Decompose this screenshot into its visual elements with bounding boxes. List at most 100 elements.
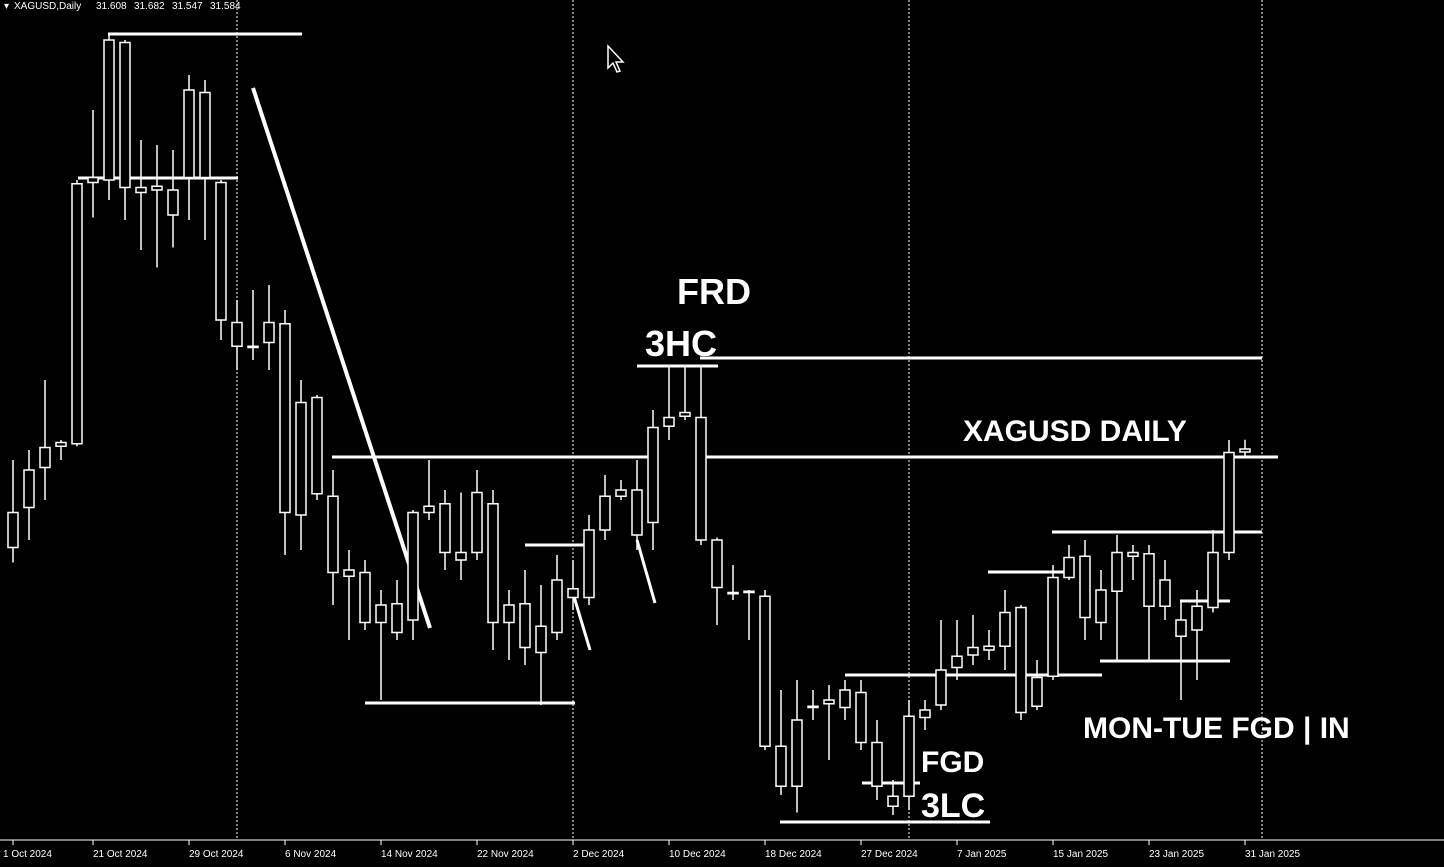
candle-body <box>135 186 147 194</box>
x-tick-label: 31 Jan 2025 <box>1245 849 1300 860</box>
x-tick-label: 6 Nov 2024 <box>285 849 337 860</box>
candle-body <box>999 611 1011 647</box>
candle-body <box>471 491 483 554</box>
candle-body <box>535 625 547 654</box>
candle-body <box>1175 619 1187 637</box>
candle-body <box>871 741 883 787</box>
candle-body <box>7 511 19 549</box>
x-tick-label: 14 Nov 2024 <box>381 849 438 860</box>
candle-body <box>935 669 947 706</box>
candle-body <box>55 441 67 447</box>
candle-body <box>295 401 307 516</box>
candle-body <box>1207 551 1219 609</box>
candle-body <box>1031 676 1043 707</box>
candle-body <box>903 715 915 797</box>
candle-body <box>695 416 707 541</box>
candle-body <box>423 505 435 514</box>
dropdown-icon[interactable]: ▾ <box>4 1 9 12</box>
candle-body <box>919 709 931 719</box>
candle-body <box>279 323 291 514</box>
x-tick-label: 10 Dec 2024 <box>669 849 726 860</box>
candle-body <box>327 495 339 574</box>
candle-body <box>407 511 419 621</box>
x-tick-label: 1 Oct 2024 <box>3 849 52 860</box>
x-tick-label: 22 Nov 2024 <box>477 849 534 860</box>
candle-body <box>199 91 211 179</box>
candle-body <box>839 689 851 709</box>
candle-body <box>583 529 595 599</box>
candle-body <box>263 321 275 344</box>
candle-body <box>599 495 611 531</box>
candle-body <box>375 604 387 624</box>
x-axis-labels: 1 Oct 2024 21 Oct 2024 29 Oct 2024 6 Nov 20… <box>3 840 1300 860</box>
readout-high: 31.682 <box>134 1 165 12</box>
candle-body <box>519 603 531 649</box>
candle-body <box>103 39 115 181</box>
readout-open: 31.608 <box>96 1 127 12</box>
candle-body <box>967 646 979 656</box>
candle-body <box>983 645 995 651</box>
candle-body <box>1063 556 1075 579</box>
candle-body <box>743 590 755 594</box>
candle-body <box>887 795 899 807</box>
candle-body <box>439 503 451 554</box>
x-tick-label: 29 Oct 2024 <box>189 849 244 860</box>
candle-body <box>1143 553 1155 607</box>
trend-line <box>635 539 657 604</box>
annotations: FRD 3HC XAGUSD DAILY MON-TUE FGD | IN FG… <box>645 271 1351 826</box>
candle-body <box>71 183 83 445</box>
candle-body <box>727 591 739 595</box>
candle-body <box>391 603 403 634</box>
candle-body <box>855 691 867 744</box>
annotation: FGD <box>921 746 984 779</box>
candle-body <box>1095 589 1107 624</box>
x-tick-label: 23 Jan 2025 <box>1149 849 1204 860</box>
candle-body <box>551 579 563 634</box>
candle-body <box>231 321 243 347</box>
x-tick-label: 21 Oct 2024 <box>93 849 148 860</box>
candle-body <box>1159 579 1171 607</box>
candle-body <box>807 705 819 709</box>
readout-close: 31.584 <box>210 1 241 12</box>
candle-body <box>1047 576 1059 677</box>
candle-body <box>1191 605 1203 631</box>
candle-body <box>1127 551 1139 557</box>
candle-body <box>647 426 659 524</box>
candle-body <box>23 469 35 509</box>
candle-body <box>567 588 579 599</box>
mouse-cursor <box>607 44 625 73</box>
candle-body <box>823 699 835 705</box>
candle-body <box>1239 448 1251 453</box>
candle-body <box>455 551 467 561</box>
x-tick-label: 18 Dec 2024 <box>765 849 822 860</box>
separators <box>236 0 1263 840</box>
candle-body <box>215 181 227 321</box>
candle-body <box>151 185 163 191</box>
candle-body <box>775 745 787 787</box>
candle-body <box>1111 551 1123 592</box>
annotation: 3HC <box>645 323 717 364</box>
x-tick-label: 27 Dec 2024 <box>861 849 918 860</box>
x-tick-label: 15 Jan 2025 <box>1053 849 1108 860</box>
candle-body <box>951 655 963 669</box>
candle-body <box>711 539 723 589</box>
annotation: 3LC <box>921 787 985 825</box>
candle-body <box>663 416 675 427</box>
candle-body <box>503 604 515 624</box>
candle-body <box>39 446 51 469</box>
annotation: XAGUSD DAILY <box>963 415 1187 448</box>
candle-body <box>1015 606 1027 714</box>
candle-body <box>247 345 259 349</box>
candle-body <box>791 719 803 787</box>
x-tick-label: 2 Dec 2024 <box>573 849 625 860</box>
candle-body <box>359 571 371 624</box>
candles <box>7 35 1251 815</box>
annotation: FRD <box>677 271 751 312</box>
header: ▾ XAGUSD,Daily 31.608 31.682 31.547 31.5… <box>4 1 241 12</box>
annotation: MON-TUE FGD | IN <box>1083 712 1350 745</box>
candle-body <box>167 189 179 216</box>
trend-line <box>251 87 432 629</box>
candle-body <box>343 569 355 577</box>
